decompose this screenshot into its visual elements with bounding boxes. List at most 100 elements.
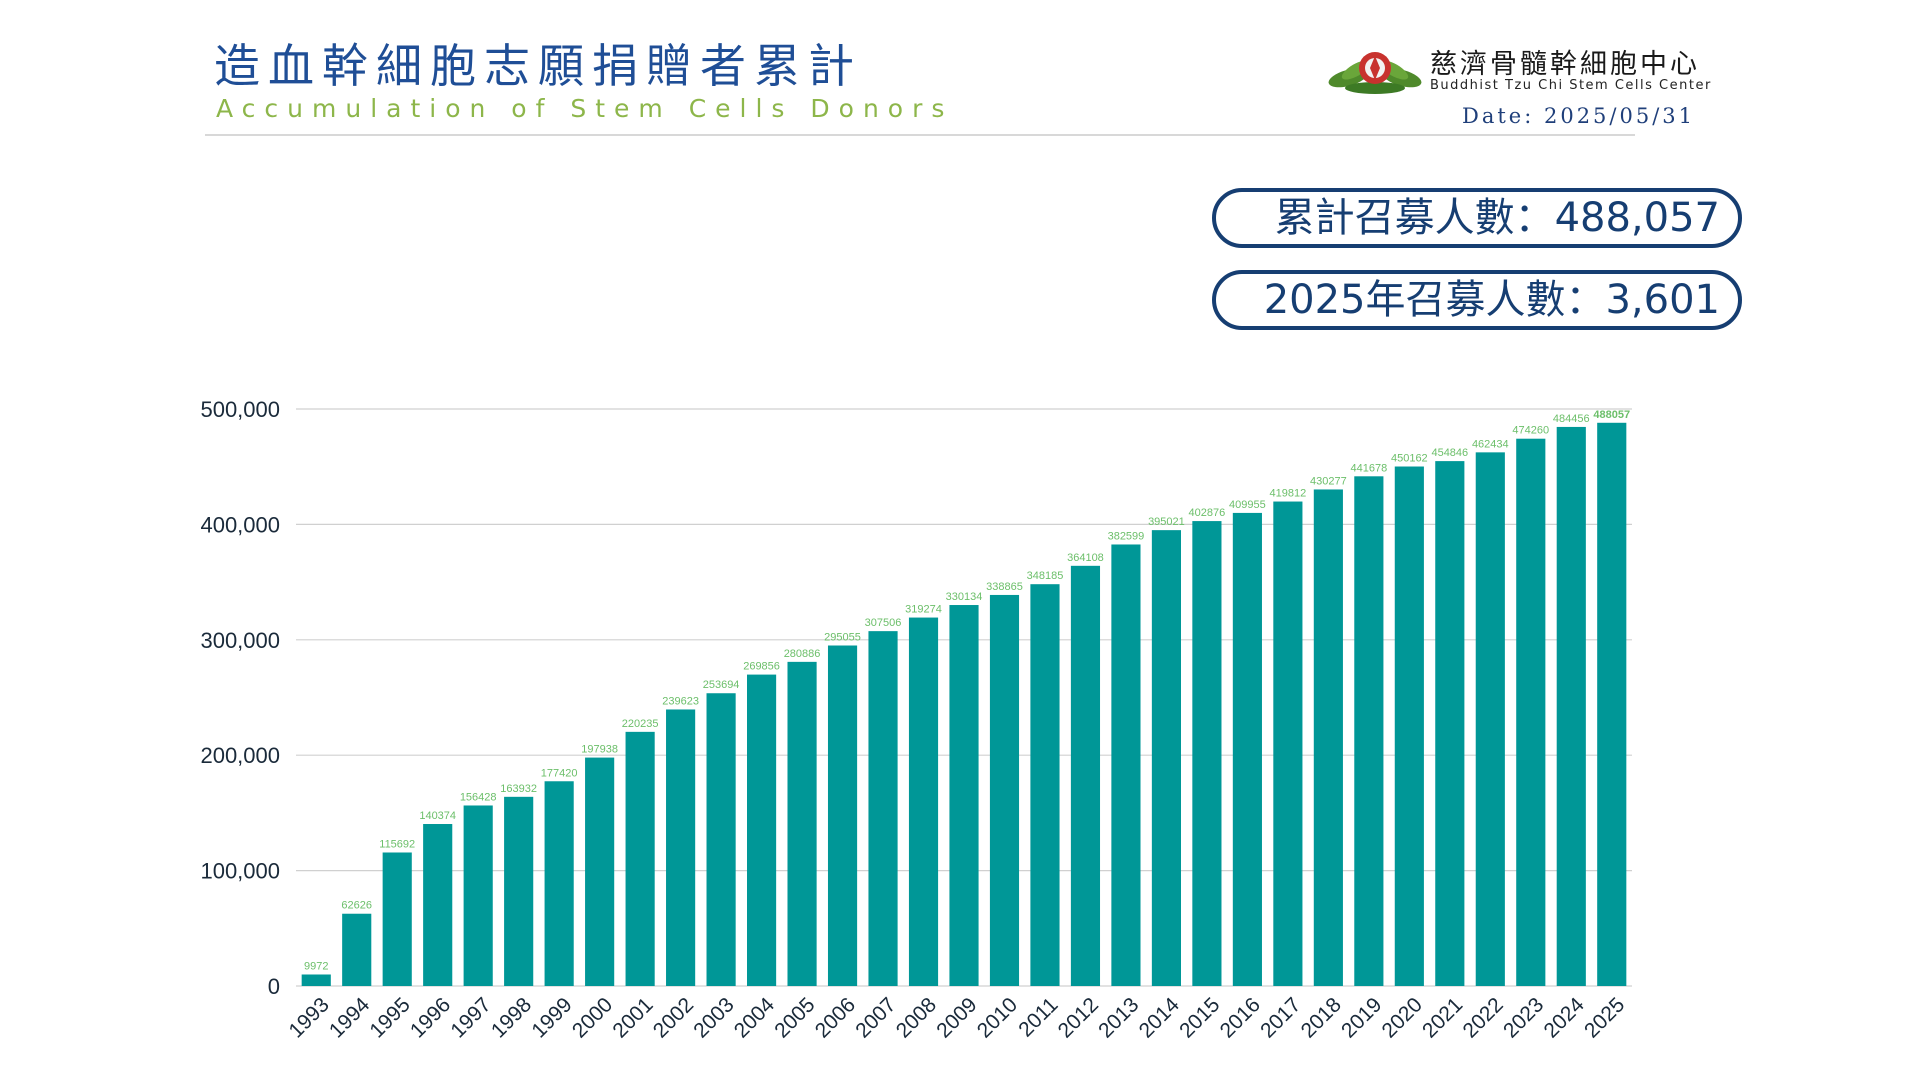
bar: [1070, 565, 1101, 986]
data-label: 364108: [1067, 552, 1104, 564]
y-tick-label: 500,000: [200, 397, 280, 422]
bar: [827, 645, 858, 986]
x-tick-label: 2014: [1135, 993, 1185, 1043]
data-label: 140374: [419, 810, 456, 822]
bar: [1556, 426, 1586, 987]
org-name-en: Buddhist Tzu Chi Stem Cells Center: [1430, 78, 1712, 93]
data-label: 419812: [1270, 488, 1307, 500]
x-tick-label: 2011: [1014, 993, 1062, 1041]
x-tick-label: 2021: [1418, 993, 1467, 1042]
bar: [1232, 512, 1262, 986]
bar: [423, 824, 453, 986]
bar: [747, 674, 777, 986]
bar: [1111, 544, 1141, 986]
x-tick-label: 2013: [1094, 993, 1143, 1042]
data-label: 280886: [784, 648, 821, 660]
bar: [949, 605, 979, 986]
x-tick-label: 2024: [1540, 993, 1590, 1043]
data-label: 197938: [581, 744, 618, 756]
x-tick-label: 2015: [1175, 993, 1224, 1042]
x-tick-label: 2001: [608, 993, 657, 1042]
bar: [787, 661, 817, 986]
data-label: 330134: [946, 591, 983, 603]
data-label: 395021: [1148, 516, 1185, 528]
y-tick-label: 0: [268, 974, 280, 999]
x-tick-label: 2010: [973, 993, 1022, 1042]
x-tick-label: 2007: [851, 993, 900, 1042]
x-tick-label: 2025: [1580, 993, 1629, 1042]
bar: [706, 693, 736, 986]
x-tick-label: 2003: [689, 993, 738, 1042]
y-tick-label: 400,000: [200, 512, 280, 537]
data-label: 163932: [500, 783, 537, 795]
bar: [463, 805, 493, 986]
x-tick-label: 1994: [325, 993, 375, 1043]
data-label: 488057: [1593, 409, 1630, 421]
x-tick-label: 2018: [1297, 993, 1346, 1042]
data-label: 269856: [743, 661, 780, 673]
x-tick-label: 1993: [284, 993, 333, 1042]
data-label: 450162: [1391, 453, 1428, 465]
data-label: 484456: [1553, 413, 1590, 425]
data-label: 307506: [865, 617, 902, 629]
data-label: 409955: [1229, 499, 1266, 511]
report-date: Date: 2025/05/31: [1462, 104, 1696, 128]
bar: [1192, 521, 1222, 986]
bar: [544, 781, 574, 986]
x-tick-label: 2017: [1256, 993, 1305, 1042]
bar: [1435, 461, 1465, 986]
bar: [1597, 422, 1627, 986]
x-tick-label: 1996: [406, 993, 455, 1042]
bar: [625, 731, 655, 986]
data-label: 338865: [986, 581, 1023, 593]
bar: [1030, 584, 1060, 986]
x-tick-label: 1998: [487, 993, 536, 1042]
bar: [342, 913, 372, 986]
data-label: 462434: [1472, 438, 1509, 450]
x-tick-label: 2008: [892, 993, 941, 1042]
x-tick-label: 1997: [446, 993, 495, 1042]
y-tick-label: 200,000: [200, 743, 280, 768]
bar: [1475, 452, 1505, 986]
bar: [301, 974, 331, 986]
x-tick-label: 2016: [1216, 993, 1265, 1042]
x-tick-label: 2019: [1337, 993, 1386, 1042]
org-name-zh: 慈濟骨髓幹細胞中心: [1430, 49, 1700, 80]
bar: [1516, 438, 1546, 986]
bar: [504, 796, 534, 986]
data-label: 382599: [1108, 530, 1145, 542]
data-label: 156428: [460, 791, 497, 803]
data-label: 9972: [304, 960, 328, 972]
x-tick-label: 1999: [527, 993, 576, 1042]
x-tick-label: 2000: [568, 993, 617, 1042]
bar: [1273, 501, 1303, 986]
x-tick-label: 2005: [770, 993, 819, 1042]
tzu-chi-lotus-logo-icon: [1328, 52, 1422, 94]
data-label: 441678: [1350, 462, 1387, 474]
data-label: 402876: [1189, 507, 1226, 519]
data-label: 115692: [379, 838, 415, 850]
total-donors-badge: 累計召募人數：488,057: [1212, 188, 1742, 248]
x-tick-label: 2006: [811, 993, 860, 1042]
bar: [989, 594, 1020, 986]
x-tick-label: 2002: [649, 993, 698, 1042]
data-label: 253694: [703, 679, 740, 691]
bar: [1151, 530, 1181, 986]
x-tick-label: 1995: [365, 993, 414, 1042]
data-label: 474260: [1512, 425, 1549, 437]
x-tick-label: 2023: [1499, 993, 1548, 1042]
bar: [1313, 489, 1343, 986]
bar: [1354, 476, 1384, 986]
page-title: 造血幹細胞志願捐贈者累計: [214, 39, 862, 93]
bar: [382, 852, 412, 986]
data-label: 220235: [622, 718, 659, 730]
page-subtitle: Accumulation of Stem Cells Donors: [216, 94, 954, 123]
x-tick-label: 2009: [932, 993, 981, 1042]
data-label: 454846: [1431, 447, 1468, 459]
data-label: 295055: [824, 632, 861, 644]
data-label: 239623: [662, 695, 699, 707]
data-label: 430277: [1310, 475, 1347, 487]
y-tick-label: 300,000: [200, 628, 280, 653]
x-tick-label: 2004: [730, 993, 780, 1043]
